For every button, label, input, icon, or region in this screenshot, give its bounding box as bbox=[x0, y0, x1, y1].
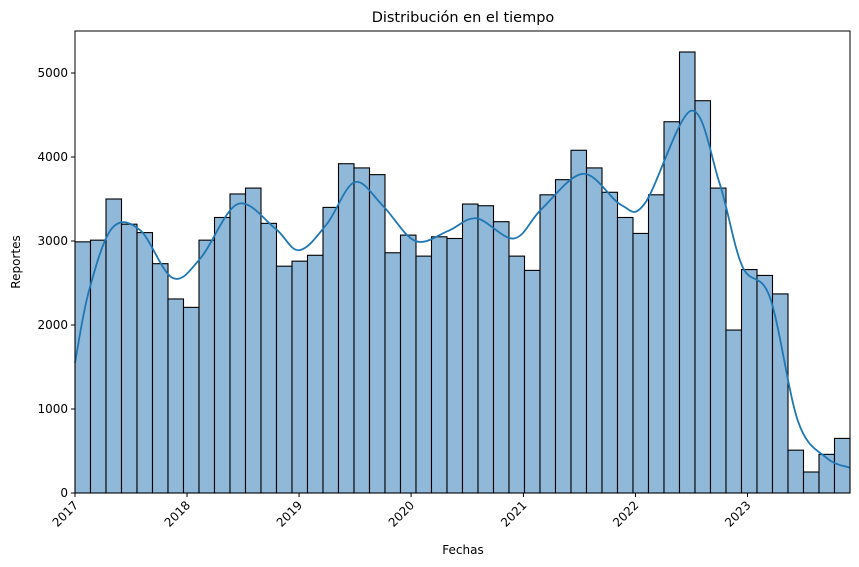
histogram-bar bbox=[492, 221, 510, 494]
histogram-bar bbox=[260, 222, 278, 494]
x-tick-label: 2020 bbox=[386, 498, 417, 529]
histogram-bar bbox=[415, 255, 433, 494]
x-tick-label: 2022 bbox=[610, 498, 641, 529]
histogram-bar bbox=[477, 205, 495, 494]
histogram-bar bbox=[725, 329, 743, 494]
histogram-bar bbox=[322, 206, 340, 494]
histogram-bar bbox=[368, 174, 386, 494]
histogram-bar bbox=[446, 237, 464, 494]
histogram-bar bbox=[182, 306, 200, 494]
y-tick-label: 1000 bbox=[37, 402, 68, 416]
histogram-bar bbox=[709, 187, 727, 494]
y-tick-label: 5000 bbox=[37, 66, 68, 80]
histogram-bar bbox=[740, 269, 758, 494]
histogram-bar bbox=[461, 203, 479, 494]
chart-title: Distribución en el tiempo bbox=[372, 10, 555, 26]
x-tick-label: 2017 bbox=[50, 498, 81, 529]
histogram-bar bbox=[601, 191, 619, 494]
histogram-bar bbox=[244, 187, 262, 494]
histogram-bar bbox=[523, 269, 541, 494]
histogram-bar bbox=[74, 241, 92, 494]
y-axis: 0 1000 2000 3000 4000 5000 bbox=[37, 66, 75, 500]
histogram-bar bbox=[291, 260, 309, 494]
histogram-bar bbox=[198, 239, 216, 494]
histogram-bar bbox=[802, 471, 820, 494]
axes-frame bbox=[74, 30, 851, 494]
x-tick-label: 2021 bbox=[498, 498, 529, 529]
x-axis-label: Fechas bbox=[442, 543, 483, 557]
y-tick-label: 2000 bbox=[37, 318, 68, 332]
histogram-bar bbox=[663, 121, 681, 494]
histogram-bar bbox=[771, 293, 789, 494]
histogram-bar bbox=[554, 179, 572, 494]
histogram-bar bbox=[384, 252, 402, 494]
histogram-bar bbox=[632, 232, 650, 494]
x-tick-label: 2023 bbox=[722, 498, 753, 529]
histogram-bar bbox=[818, 453, 836, 494]
histogram-bar bbox=[570, 149, 588, 494]
histogram-bar bbox=[105, 198, 123, 494]
kde-line bbox=[74, 109, 851, 469]
histogram-bar bbox=[213, 216, 231, 494]
histogram-bar bbox=[167, 298, 185, 494]
histogram-bar bbox=[120, 223, 138, 494]
histogram-bar bbox=[678, 51, 696, 494]
histogram-bar bbox=[229, 193, 247, 494]
histogram-bar bbox=[616, 216, 634, 494]
y-axis-label: Reportes bbox=[9, 235, 23, 288]
histogram-bar bbox=[694, 100, 712, 494]
x-tick-label: 2019 bbox=[274, 498, 305, 529]
histogram-bar bbox=[585, 167, 603, 494]
histogram-bar bbox=[508, 255, 526, 494]
x-tick-label: 2018 bbox=[162, 498, 193, 529]
y-tick-label: 4000 bbox=[37, 150, 68, 164]
histogram-bar bbox=[756, 274, 774, 494]
histogram-bar bbox=[353, 167, 371, 494]
histogram-bar bbox=[337, 163, 355, 494]
y-tick-label: 0 bbox=[60, 486, 68, 500]
kde-layer bbox=[74, 109, 851, 469]
x-axis: 2017 2018 2019 2020 2021 2022 2023 bbox=[50, 493, 754, 530]
histogram-bar bbox=[399, 234, 417, 494]
histogram-bar bbox=[136, 232, 154, 494]
y-tick-label: 3000 bbox=[37, 234, 68, 248]
histogram-bar bbox=[539, 194, 557, 494]
histogram-bar bbox=[430, 236, 448, 494]
histogram-bar bbox=[306, 254, 324, 494]
histogram-bar bbox=[787, 449, 805, 494]
histogram-bar bbox=[151, 263, 169, 494]
histogram-bar bbox=[647, 194, 665, 494]
histogram-bar bbox=[275, 265, 293, 494]
bars-layer bbox=[74, 51, 851, 494]
